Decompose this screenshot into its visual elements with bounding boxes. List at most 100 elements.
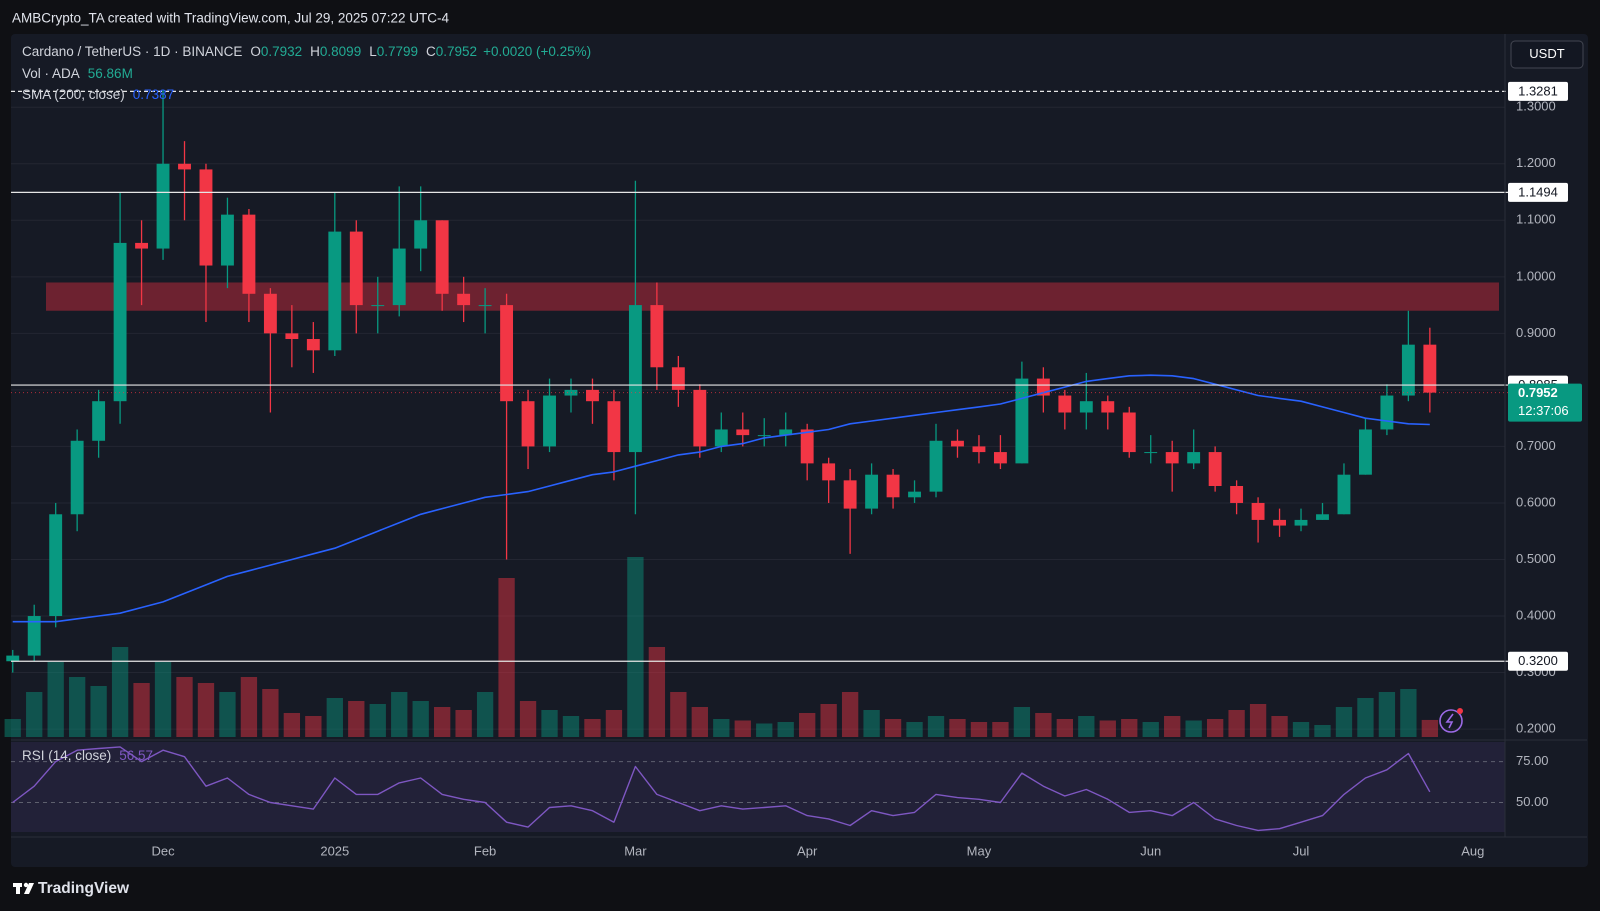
ohlc-value: 0.7952 [436, 44, 477, 59]
candle-body [908, 491, 921, 498]
volume-bar [648, 647, 666, 737]
candle-body [156, 163, 170, 249]
volume-bar [68, 677, 86, 737]
volume-bar [90, 686, 107, 737]
candle-body [6, 655, 20, 662]
volume-bar [176, 677, 193, 737]
logo [13, 882, 34, 894]
volume-bar [992, 722, 1009, 737]
volume-bar [1357, 698, 1374, 737]
candle-body [736, 429, 750, 436]
candle-body [1380, 395, 1394, 430]
candle-body [865, 474, 879, 509]
level-label-box [1508, 81, 1568, 101]
candle-body [392, 248, 406, 306]
volume-bar [434, 707, 451, 737]
volume-bar [670, 692, 687, 737]
candle-body [1144, 452, 1158, 454]
candle-body [757, 435, 771, 437]
ohlc-key: O [250, 44, 261, 59]
volume-bar [949, 719, 966, 737]
currency-button[interactable] [1510, 40, 1584, 69]
volume-bar [605, 710, 623, 737]
volume-bar [111, 647, 129, 737]
last-price-box [1508, 383, 1582, 422]
candle-body [650, 305, 664, 368]
ohlc-value: 0.7799 [377, 44, 418, 59]
candle-body [1187, 452, 1201, 464]
candle-body [1358, 429, 1372, 475]
volume-bar [348, 701, 365, 737]
volume-bar [691, 707, 708, 737]
volume-bar [927, 716, 945, 737]
legend-main: Cardano / TetherUS · 1D · BINANCE O0.7932… [22, 44, 591, 59]
volume-bar [841, 692, 859, 737]
candle-body [628, 305, 642, 453]
candle-body [822, 463, 836, 481]
ohlc-key: L [369, 44, 377, 59]
volume-bar [1185, 720, 1202, 737]
volume-bar [799, 713, 816, 737]
volume-bar [970, 722, 988, 737]
volume-bar [1056, 719, 1073, 737]
volume-bar [476, 692, 494, 737]
candle-body [972, 446, 986, 453]
candle-body [414, 220, 428, 249]
candle-body [1401, 344, 1415, 396]
volume-bar [326, 698, 343, 737]
volume-bar [1035, 713, 1052, 737]
candle-body [135, 242, 149, 249]
candle-body [285, 333, 299, 340]
volume-bar [219, 692, 236, 737]
candle-body [306, 339, 320, 351]
candle-body [92, 401, 106, 441]
y-tick-label: 1.3000 [1516, 99, 1556, 114]
x-tick-label: Mar [624, 843, 647, 858]
candle-body [779, 429, 793, 436]
volume-bar [412, 701, 429, 737]
volume-bar [1378, 692, 1396, 737]
last-price-label: 0.7952 [1518, 385, 1558, 400]
candle-body [1423, 344, 1437, 393]
volume-bar [1314, 725, 1331, 737]
candle-body [371, 305, 385, 307]
volume-bar [584, 719, 601, 737]
level-label-box [1508, 651, 1568, 671]
volume-bar [133, 683, 150, 737]
candle-body [929, 440, 943, 492]
currency-label: USDT [1529, 46, 1564, 61]
volume-bar [262, 689, 279, 737]
volume-bar [498, 578, 515, 737]
volume-name: Vol · ADA [22, 66, 80, 81]
volume-bar [1164, 716, 1181, 737]
volume-bar [369, 704, 386, 737]
candle-body [671, 367, 685, 390]
ohlc-value: 0.8099 [320, 44, 361, 59]
y-tick-label: 0.5000 [1516, 551, 1556, 566]
candle-body [1294, 519, 1308, 526]
x-tick-label: Jul [1293, 843, 1310, 858]
x-tick-label: May [967, 843, 992, 858]
y-tick-label: 0.6000 [1516, 494, 1556, 509]
rsi-tick-label: 50.00 [1516, 794, 1549, 809]
volume-bar [713, 719, 730, 737]
volume-bar [1099, 720, 1116, 737]
volume-bar [884, 719, 902, 737]
rsi-pane [11, 742, 1505, 832]
candle-body [199, 169, 213, 266]
candle-body [1208, 452, 1222, 486]
candle-body [1015, 378, 1029, 464]
countdown: 12:37:06 [1518, 403, 1569, 418]
volume-bar [820, 704, 837, 737]
volume-bar [1078, 716, 1095, 737]
volume-bar [627, 557, 644, 737]
volume-value: 56.86M [88, 66, 133, 81]
volume-bar [906, 722, 923, 737]
alert-icon[interactable] [1439, 708, 1463, 733]
volume-bar [734, 720, 751, 737]
candle-body [1101, 401, 1115, 413]
volume-bar [1142, 722, 1159, 737]
volume-bar [1121, 719, 1138, 737]
